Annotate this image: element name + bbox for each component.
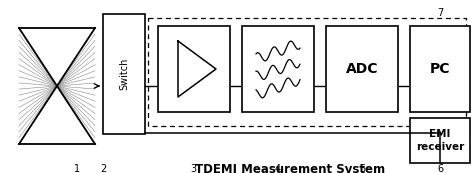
Bar <box>242 26 314 112</box>
Text: 4: 4 <box>275 164 281 173</box>
Text: 1: 1 <box>74 164 80 173</box>
Bar <box>410 26 470 112</box>
Bar <box>103 14 145 134</box>
Text: 3: 3 <box>190 164 196 173</box>
Text: ADC: ADC <box>346 62 378 76</box>
Text: Switch: Switch <box>119 58 129 90</box>
Bar <box>148 18 466 126</box>
Text: EMI
receiver: EMI receiver <box>416 129 464 152</box>
Bar <box>326 26 398 112</box>
Text: TDEMI Measurement System: TDEMI Measurement System <box>195 163 385 173</box>
Bar <box>410 118 470 163</box>
Text: 2: 2 <box>100 164 106 173</box>
Bar <box>158 26 230 112</box>
Text: PC: PC <box>430 62 450 76</box>
Text: 5: 5 <box>359 164 365 173</box>
Text: 6: 6 <box>437 164 443 173</box>
Text: 7: 7 <box>437 8 443 18</box>
